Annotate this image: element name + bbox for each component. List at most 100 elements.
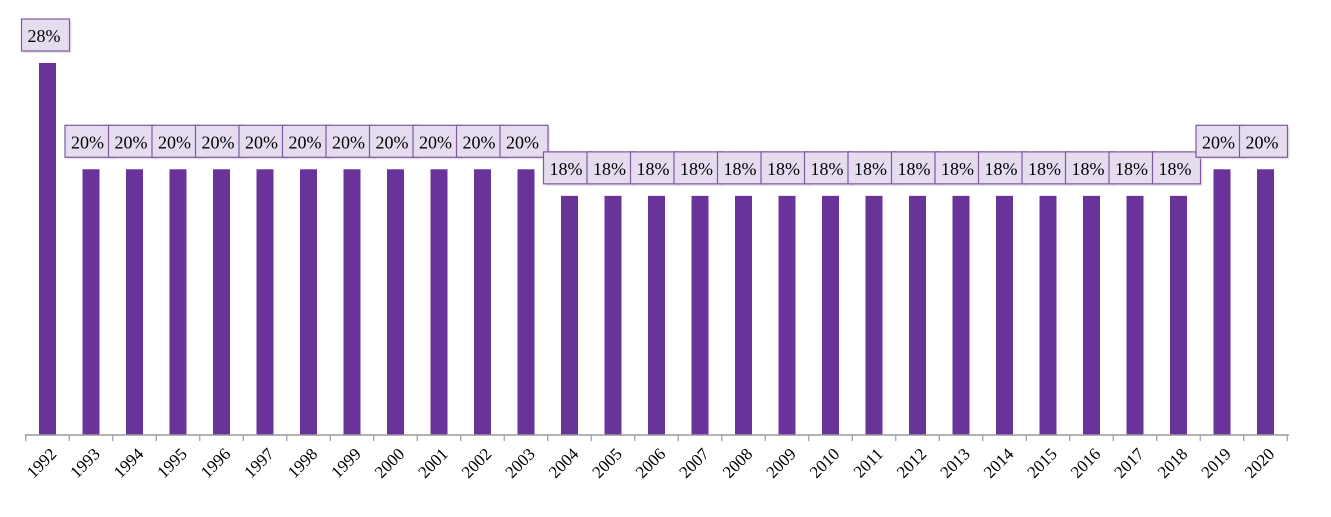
x-tick-label: 1992 bbox=[23, 444, 60, 481]
bar-1995 bbox=[169, 169, 187, 436]
data-label-box bbox=[1238, 124, 1289, 158]
x-tick-label: 2005 bbox=[588, 444, 625, 481]
data-label-box bbox=[760, 151, 810, 185]
bar-2007 bbox=[691, 195, 709, 435]
x-tick-label: 1996 bbox=[197, 444, 234, 481]
data-label-box bbox=[194, 124, 245, 158]
x-tick-label: 1993 bbox=[66, 444, 103, 481]
data-label: 18% bbox=[1028, 159, 1061, 179]
data-label: 20% bbox=[245, 132, 278, 152]
bar-1994 bbox=[126, 169, 143, 436]
bar-2005 bbox=[604, 195, 622, 435]
bar-1996 bbox=[213, 169, 230, 436]
data-label: 18% bbox=[1115, 159, 1148, 179]
x-tick-label: 2013 bbox=[936, 444, 973, 481]
data-label: 20% bbox=[376, 132, 409, 152]
data-label: 18% bbox=[724, 159, 757, 179]
data-label: 18% bbox=[811, 159, 844, 179]
x-tick-label: 2020 bbox=[1241, 444, 1278, 481]
x-tick-label: 1997 bbox=[240, 444, 278, 482]
x-tick-label: 2018 bbox=[1154, 444, 1191, 481]
x-tick-label: 2019 bbox=[1197, 444, 1234, 481]
bar-1992 bbox=[39, 63, 56, 435]
bar-2004 bbox=[561, 195, 578, 435]
bar-2000 bbox=[387, 169, 404, 436]
bar-1993 bbox=[82, 169, 100, 436]
data-label: 20% bbox=[202, 132, 235, 152]
x-tick-label: 2002 bbox=[458, 444, 495, 481]
data-label: 18% bbox=[767, 159, 800, 179]
data-label-box bbox=[847, 151, 897, 185]
bar-2018 bbox=[1170, 195, 1187, 435]
bar-2012 bbox=[909, 195, 926, 435]
bar-2016 bbox=[1083, 195, 1100, 435]
bar-2017 bbox=[1126, 195, 1144, 435]
data-label-box bbox=[934, 151, 984, 185]
x-tick-label: 2017 bbox=[1110, 444, 1148, 482]
data-label-box bbox=[281, 124, 332, 158]
bar-2001 bbox=[430, 169, 448, 436]
data-label: 18% bbox=[680, 159, 713, 179]
data-label-box bbox=[629, 151, 680, 185]
bars-group bbox=[39, 63, 1274, 436]
x-tick-label: 2011 bbox=[850, 444, 887, 481]
data-label: 20% bbox=[332, 132, 365, 152]
x-tick-label: 1999 bbox=[327, 444, 364, 481]
data-label: 18% bbox=[593, 159, 626, 179]
x-tick-label: 1994 bbox=[110, 444, 148, 482]
data-label-box bbox=[1108, 151, 1158, 185]
bar-1998 bbox=[300, 169, 317, 436]
x-tick-label: 2006 bbox=[632, 444, 669, 481]
data-label: 20% bbox=[71, 132, 104, 152]
bar-2015 bbox=[1039, 195, 1057, 435]
x-tick-label: 2001 bbox=[414, 444, 451, 481]
x-tick-label: 2000 bbox=[371, 444, 408, 481]
x-tick-label: 1995 bbox=[153, 444, 190, 481]
bar-2003 bbox=[517, 169, 535, 436]
data-label: 18% bbox=[1072, 159, 1105, 179]
data-labels: 28% 20% 20% 20% 20% 20% 20% 20% 20% 20% 20% 20% 18% 1… bbox=[20, 18, 1290, 186]
x-axis bbox=[25, 434, 1289, 441]
x-tick-label: 2003 bbox=[501, 444, 538, 481]
data-label: 20% bbox=[1246, 132, 1279, 152]
data-label: 20% bbox=[1202, 132, 1235, 152]
data-label: 20% bbox=[506, 132, 539, 152]
data-label-box bbox=[586, 151, 636, 185]
data-label-box bbox=[412, 124, 462, 158]
bar-2013 bbox=[952, 195, 970, 435]
data-label-box bbox=[542, 151, 593, 185]
bar-2010 bbox=[822, 195, 839, 435]
data-label-box bbox=[1151, 151, 1202, 185]
bar-2006 bbox=[648, 195, 665, 435]
x-tick-label: 2009 bbox=[762, 444, 799, 481]
data-label-box bbox=[673, 151, 723, 185]
bar-2020 bbox=[1257, 169, 1274, 436]
data-label: 18% bbox=[1159, 159, 1192, 179]
x-tick-labels: 1992 1993 1994 1995 1996 1997 1998 1999 2000 2001… bbox=[23, 444, 1278, 482]
data-label: 20% bbox=[463, 132, 496, 152]
data-label-box bbox=[716, 151, 767, 185]
x-tick-label: 2007 bbox=[675, 444, 713, 482]
data-label: 20% bbox=[115, 132, 148, 152]
data-label-box bbox=[238, 124, 288, 158]
data-label: 20% bbox=[158, 132, 191, 152]
data-label: 20% bbox=[419, 132, 452, 152]
bar-2008 bbox=[735, 195, 752, 435]
data-label: 18% bbox=[941, 159, 974, 179]
x-tick-label: 2014 bbox=[980, 444, 1018, 482]
data-label: 20% bbox=[289, 132, 322, 152]
x-tick-label: 2016 bbox=[1067, 444, 1104, 481]
data-label-box bbox=[1195, 124, 1245, 158]
data-label: 18% bbox=[550, 159, 583, 179]
data-label-box bbox=[499, 124, 549, 158]
bar-2009 bbox=[778, 195, 796, 435]
data-label: 28% bbox=[28, 26, 61, 46]
data-label: 18% bbox=[854, 159, 887, 179]
x-tick-label: 2015 bbox=[1023, 444, 1060, 481]
x-tick-label: 1998 bbox=[284, 444, 321, 481]
data-label-box bbox=[20, 18, 71, 52]
data-label-box bbox=[151, 124, 201, 158]
x-tick-label: 2010 bbox=[806, 444, 843, 481]
data-label: 18% bbox=[985, 159, 1018, 179]
